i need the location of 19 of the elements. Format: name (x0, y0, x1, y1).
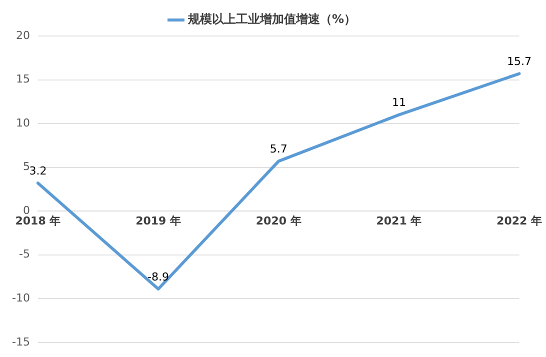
x-tick-label: 2019 年 (136, 214, 182, 228)
x-tick-label: 2022 年 (496, 214, 542, 228)
data-label: 15.7 (507, 55, 532, 68)
y-tick-label: -10 (12, 291, 30, 304)
legend-label: 规模以上工业增加值增速（%） (186, 12, 356, 26)
data-label: 3.2 (29, 164, 47, 178)
x-tick-label: 2018 年 (15, 214, 61, 228)
data-label: 11 (392, 96, 406, 110)
data-label: -8.9 (148, 270, 170, 284)
x-tick-label: 2021 年 (376, 214, 422, 228)
y-tick-label: 20 (16, 28, 30, 42)
x-tick-label: 2020 年 (256, 214, 302, 228)
data-label: 5.7 (270, 142, 288, 156)
y-tick-label: -5 (19, 248, 30, 261)
y-tick-label: 0 (22, 204, 30, 217)
y-tick-label: 15 (16, 72, 30, 86)
y-tick-label: -15 (12, 335, 30, 348)
y-tick-label: 10 (16, 116, 30, 130)
y-tick-label: 5 (22, 160, 30, 174)
